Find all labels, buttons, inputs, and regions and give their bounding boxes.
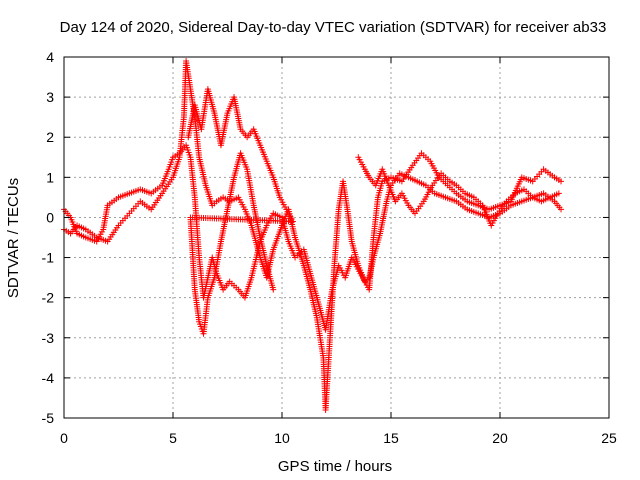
y-tick-label: 2 <box>46 129 54 145</box>
y-tick-label: 4 <box>46 49 54 65</box>
x-tick-label: 0 <box>60 430 68 446</box>
data-point <box>558 178 565 185</box>
x-tick-label: 15 <box>383 430 399 446</box>
plot-area-frame <box>63 56 610 419</box>
y-tick-label: -5 <box>42 410 55 426</box>
x-tick-label: 10 <box>274 430 290 446</box>
y-axis-title: SDTVAR / TECUs <box>5 178 22 298</box>
data-point <box>558 206 565 213</box>
x-axis: 0 5 10 15 20 25 <box>60 57 617 446</box>
y-tick-label: -3 <box>42 330 55 346</box>
data-point <box>555 190 562 197</box>
y-tick-label: 3 <box>46 89 54 105</box>
y-tick-label: 0 <box>46 209 54 225</box>
x-tick-label: 25 <box>601 430 617 446</box>
y-axis: -5 -4 -3 -2 -1 0 1 2 3 4 <box>42 49 609 426</box>
chart-title: Day 124 of 2020, Sidereal Day-to-day VTE… <box>60 19 607 36</box>
y-tick-label: 1 <box>46 169 54 185</box>
x-axis-title: GPS time / hours <box>278 458 392 475</box>
data-points <box>61 58 565 413</box>
data-point <box>270 286 277 293</box>
y-tick-label: -2 <box>42 290 55 306</box>
x-tick-label: 20 <box>492 430 508 446</box>
y-tick-label: -4 <box>42 370 55 386</box>
grid <box>64 57 609 418</box>
x-tick-label: 5 <box>169 430 177 446</box>
y-tick-label: -1 <box>42 250 55 266</box>
